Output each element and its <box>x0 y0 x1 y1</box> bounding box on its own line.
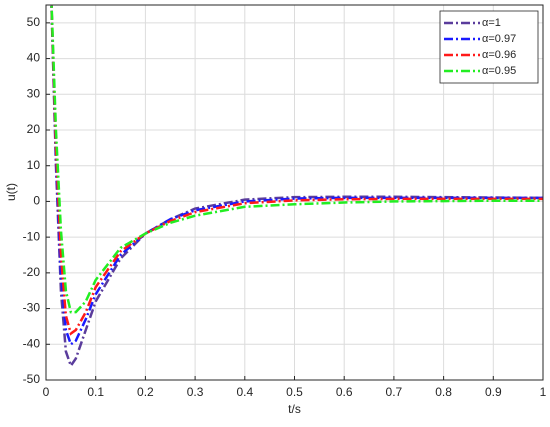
x-tick-label: 0.1 <box>87 385 104 399</box>
y-tick-label: -10 <box>23 229 41 243</box>
x-tick-label: 1 <box>540 385 547 399</box>
x-tick-label: 0.2 <box>137 385 154 399</box>
y-tick-label: 0 <box>33 194 40 208</box>
y-tick-label: -20 <box>23 265 41 279</box>
legend-label: α=0.97 <box>482 33 516 45</box>
y-tick-label: -50 <box>23 372 41 386</box>
series-line <box>50 5 543 369</box>
series-line <box>50 5 543 336</box>
y-tick-label: 30 <box>27 86 41 100</box>
x-tick-label: 0.4 <box>236 385 253 399</box>
y-tick-label: 20 <box>27 122 41 136</box>
legend-label: α=0.96 <box>482 49 516 61</box>
y-axis-label: u(t) <box>4 183 18 201</box>
x-tick-label: 0.7 <box>386 385 403 399</box>
legend-label: α=0.95 <box>482 65 516 77</box>
series-line <box>50 5 543 314</box>
y-tick-label: 50 <box>27 15 41 29</box>
x-tick-label: 0.3 <box>187 385 204 399</box>
legend-label: α=1 <box>482 17 501 29</box>
y-tick-label: -30 <box>23 301 41 315</box>
x-tick-label: 0 <box>43 385 50 399</box>
x-tick-label: 0.5 <box>286 385 303 399</box>
plot-frame <box>45 4 544 381</box>
x-tick-label: 0.8 <box>435 385 452 399</box>
y-tick-label: 40 <box>27 51 41 65</box>
x-tick-label: 0.6 <box>336 385 353 399</box>
x-axis-label: t/s <box>288 402 301 416</box>
y-tick-label: 10 <box>27 158 41 172</box>
x-tick-label: 0.9 <box>485 385 502 399</box>
y-tick-label: -40 <box>23 336 41 350</box>
